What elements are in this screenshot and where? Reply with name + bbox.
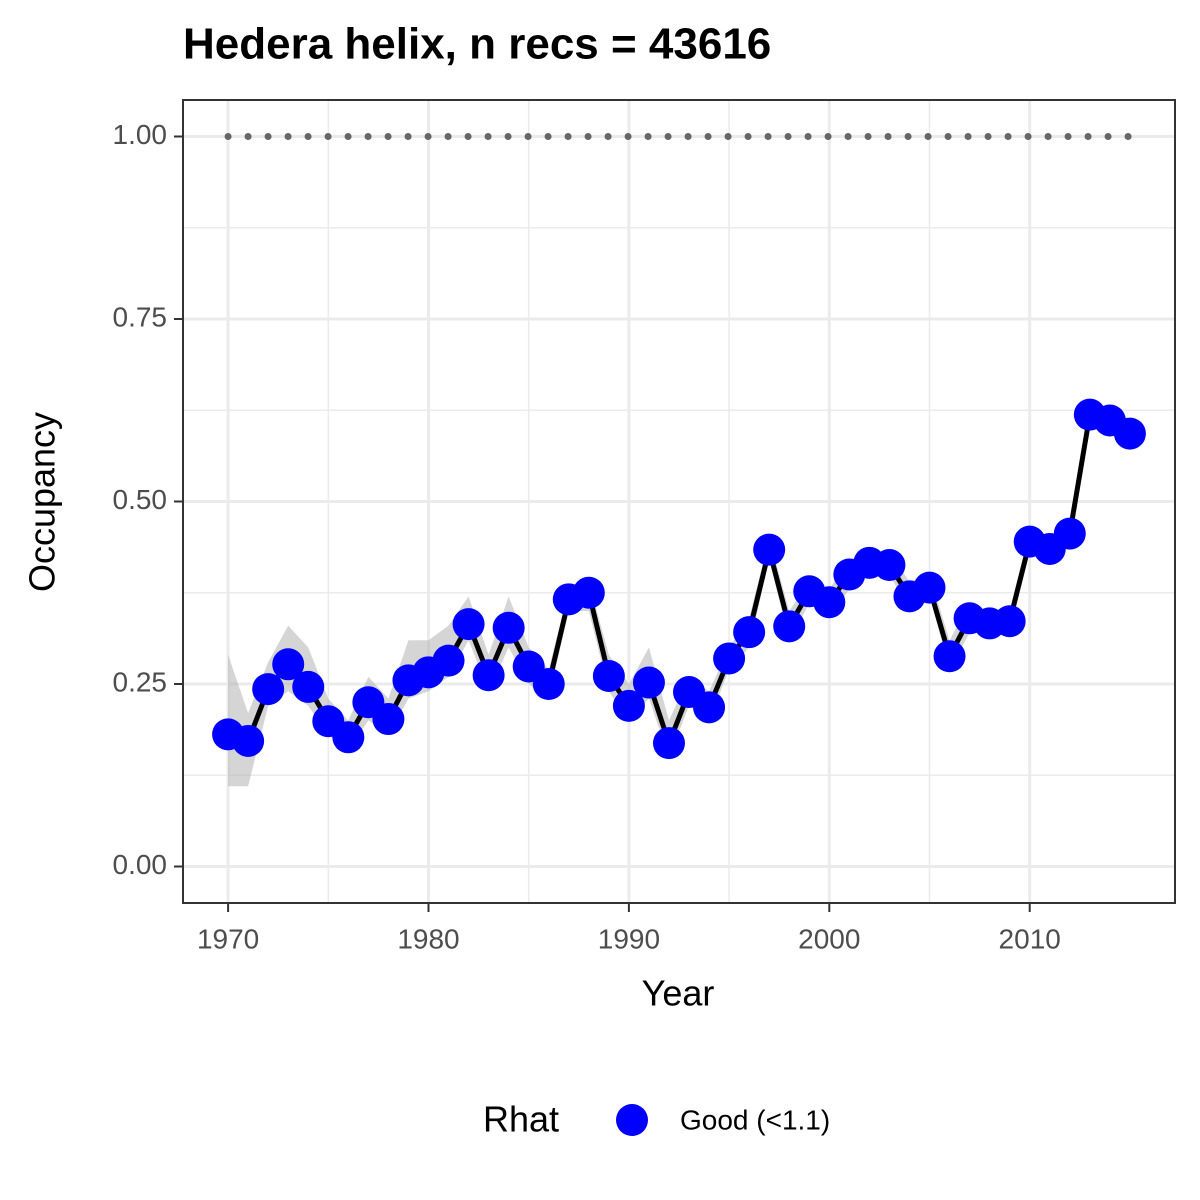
- point: [372, 703, 405, 736]
- point: [773, 610, 806, 643]
- x-axis-title: Year: [642, 973, 715, 1014]
- point: [993, 605, 1026, 638]
- x-tick-label: 2010: [999, 923, 1061, 954]
- y-tick-label: 0.25: [113, 666, 168, 697]
- point: [652, 727, 685, 760]
- point: [232, 724, 265, 757]
- point: [332, 721, 365, 754]
- point: [1113, 417, 1146, 450]
- legend-label: Good (<1.1): [680, 1104, 830, 1135]
- y-tick-label: 0.00: [113, 849, 168, 880]
- x-tick-label: 1970: [197, 923, 259, 954]
- y-axis-title: Occupancy: [22, 412, 63, 592]
- chart-title: Hedera helix, n recs = 43616: [183, 20, 771, 69]
- point: [693, 691, 726, 724]
- confidence-ribbon: [228, 406, 1130, 787]
- point: [252, 673, 285, 706]
- x-tick-label: 2000: [798, 923, 860, 954]
- point: [933, 640, 966, 673]
- point: [492, 611, 525, 644]
- point: [873, 549, 906, 582]
- x-tick-label: 1990: [598, 923, 660, 954]
- point: [753, 533, 786, 566]
- point: [1053, 517, 1086, 550]
- panel-border: [182, 99, 1176, 904]
- point: [592, 659, 625, 692]
- point: [272, 648, 305, 681]
- y-tick-label: 0.50: [113, 484, 168, 515]
- legend-key: [616, 1104, 648, 1136]
- point: [292, 670, 325, 703]
- point: [612, 689, 645, 722]
- point: [472, 659, 505, 692]
- point: [572, 576, 605, 609]
- point: [532, 668, 565, 700]
- point: [632, 666, 665, 699]
- y-tick-label: 1.00: [113, 119, 168, 150]
- point: [452, 608, 485, 641]
- legend-title: Rhat: [483, 1099, 559, 1140]
- point: [713, 642, 746, 675]
- x-tick-label: 1980: [397, 923, 459, 954]
- y-tick-label: 0.75: [113, 301, 168, 332]
- point: [733, 616, 766, 649]
- point: [432, 644, 465, 677]
- point: [913, 571, 946, 604]
- point: [813, 586, 846, 619]
